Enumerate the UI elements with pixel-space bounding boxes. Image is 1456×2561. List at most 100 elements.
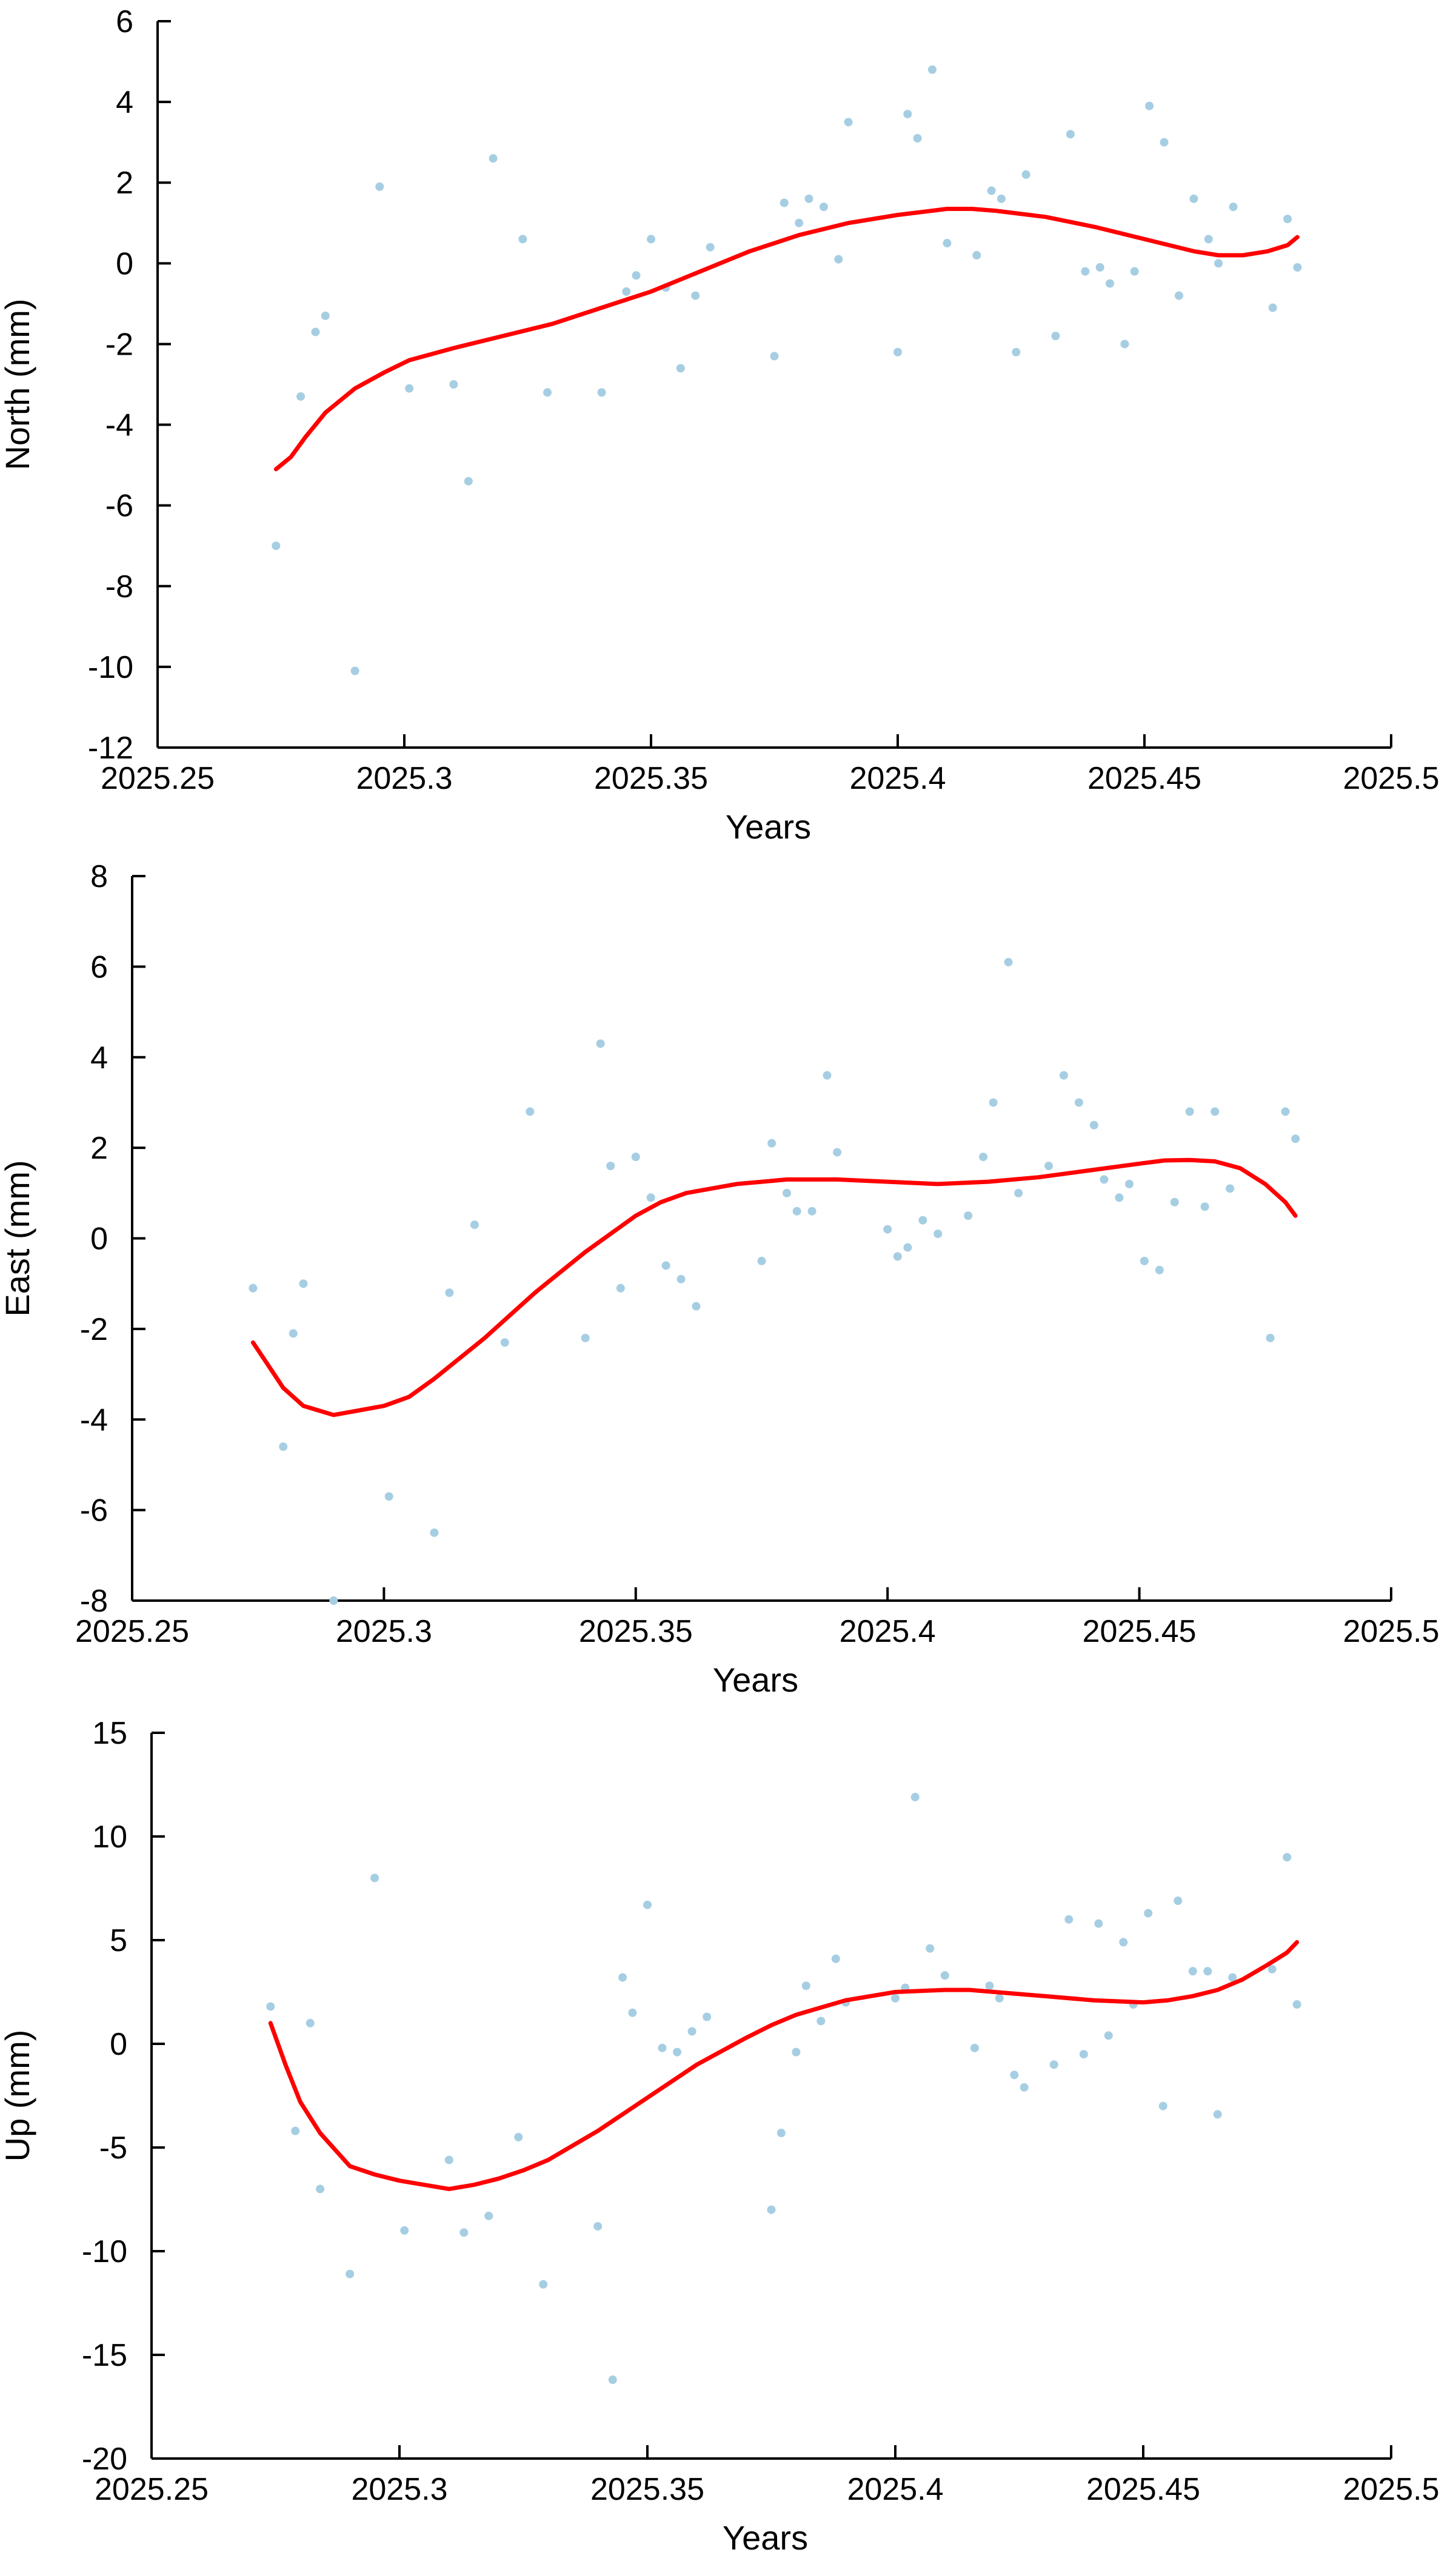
- east-data-point: [631, 1153, 640, 1162]
- north-data-point: [543, 388, 552, 397]
- up-y-tick-label: 15: [92, 1716, 127, 1751]
- up-data-point: [593, 2221, 603, 2231]
- north-y-tick-label: 2: [116, 166, 133, 201]
- east-panel: 2025.25 2025.3 2025.35 2025.4 2025.45 2025.5 -…: [0, 859, 1440, 1699]
- up-x-tick-label: 2025.3: [351, 2472, 447, 2507]
- north-data-point: [913, 134, 922, 143]
- east-x-axis-title: Years: [713, 1661, 798, 1699]
- north-x-axis-title: Years: [726, 808, 811, 846]
- north-data-point: [464, 477, 473, 486]
- east-data-point: [1014, 1188, 1023, 1197]
- east-data-point: [606, 1162, 615, 1170]
- east-x-tick-label: 2025.45: [1083, 1614, 1197, 1649]
- up-data-point: [608, 2375, 617, 2385]
- up-data-point: [891, 1994, 900, 2003]
- east-data-point: [596, 1039, 605, 1048]
- up-data-point: [1079, 2050, 1088, 2059]
- north-data-point: [1174, 291, 1183, 300]
- north-data-point: [449, 380, 458, 389]
- north-data-point: [311, 327, 320, 336]
- north-y-tick-label: -10: [88, 650, 133, 685]
- up-data-point: [1104, 2031, 1113, 2040]
- north-y-tick-label: -6: [105, 489, 133, 524]
- up-data-point: [444, 2155, 453, 2164]
- up-data-point: [400, 2226, 409, 2235]
- north-y-axis-title: North (mm): [0, 298, 36, 470]
- north-data-point: [647, 235, 655, 244]
- up-data-point: [1020, 2083, 1029, 2092]
- east-y-tick-label: -4: [80, 1402, 108, 1438]
- up-y-tick-label: 0: [110, 2027, 127, 2062]
- north-data-point: [676, 364, 685, 373]
- east-data-point: [430, 1528, 439, 1537]
- east-data-point: [1115, 1193, 1124, 1202]
- east-data-point: [964, 1211, 973, 1220]
- up-data-point: [1292, 2000, 1301, 2009]
- east-data-point: [299, 1279, 308, 1288]
- north-data-point: [1145, 101, 1154, 110]
- up-y-tick-label: -5: [99, 2131, 127, 2166]
- east-data-point: [783, 1188, 792, 1197]
- east-data-point: [833, 1148, 842, 1157]
- east-x-tick-label: 2025.35: [579, 1614, 693, 1649]
- north-data-point: [632, 271, 641, 280]
- up-data-point: [1049, 2060, 1058, 2069]
- north-data-point: [1293, 263, 1302, 272]
- east-data-point: [1059, 1071, 1068, 1080]
- north-panel: 2025.25 2025.3 2025.35 2025.4 2025.45 2025.5 -…: [0, 4, 1440, 846]
- north-data-point: [844, 118, 853, 127]
- east-data-point: [1291, 1134, 1300, 1143]
- north-data-point: [518, 235, 527, 244]
- up-data-point: [1064, 1915, 1074, 1924]
- north-data-point: [597, 388, 606, 397]
- up-data-point: [1203, 1967, 1212, 1976]
- east-data-point: [676, 1274, 686, 1284]
- east-data-point: [445, 1288, 454, 1297]
- up-data-point: [1267, 1964, 1277, 1973]
- up-data-point: [316, 2184, 325, 2194]
- north-data-point: [770, 352, 779, 361]
- north-y-tick-label: 6: [116, 4, 133, 39]
- east-data-point: [933, 1230, 943, 1239]
- north-data-point: [1120, 340, 1129, 349]
- east-data-point: [1074, 1098, 1083, 1107]
- up-data-point: [618, 1973, 627, 1982]
- east-data-point: [1089, 1120, 1098, 1130]
- up-data-point: [687, 2027, 696, 2036]
- north-data-point: [1051, 332, 1060, 341]
- up-data-point: [266, 2002, 275, 2011]
- east-data-point: [289, 1329, 298, 1338]
- east-y-tick-label: -8: [80, 1584, 108, 1619]
- north-data-point: [1229, 203, 1238, 212]
- north-data-point: [1160, 138, 1169, 147]
- east-data-point: [823, 1071, 832, 1080]
- north-x-tick-label: 2025.35: [594, 761, 708, 796]
- north-y-tick-label: -8: [105, 569, 133, 604]
- east-x-tick-label: 2025.5: [1343, 1614, 1439, 1649]
- up-data-point: [673, 2047, 682, 2057]
- east-data-point: [616, 1284, 625, 1293]
- north-data-point: [780, 198, 789, 207]
- east-data-point: [1004, 957, 1013, 966]
- up-data-point: [1119, 1938, 1128, 1947]
- up-data-point: [306, 2018, 315, 2027]
- up-x-tick-label: 2025.35: [590, 2472, 704, 2507]
- east-data-point: [918, 1216, 927, 1225]
- east-y-tick-label: 0: [90, 1222, 108, 1257]
- up-data-point: [1094, 1919, 1103, 1928]
- north-data-point: [1130, 267, 1139, 276]
- north-data-point: [804, 194, 813, 203]
- north-data-point: [1066, 130, 1075, 139]
- up-data-point: [792, 2047, 801, 2057]
- north-data-point: [350, 666, 359, 675]
- up-data-point: [910, 1793, 920, 1802]
- north-data-point: [1189, 194, 1198, 203]
- up-data-point: [1010, 2071, 1019, 2080]
- east-data-point: [979, 1153, 988, 1162]
- up-data-point: [926, 1944, 935, 1953]
- north-x-tick-label: 2025.45: [1087, 761, 1201, 796]
- up-x-tick-label: 2025.45: [1086, 2472, 1200, 2507]
- north-data-point: [987, 186, 996, 195]
- up-data-point: [459, 2228, 469, 2237]
- up-data-point: [1283, 1853, 1292, 1862]
